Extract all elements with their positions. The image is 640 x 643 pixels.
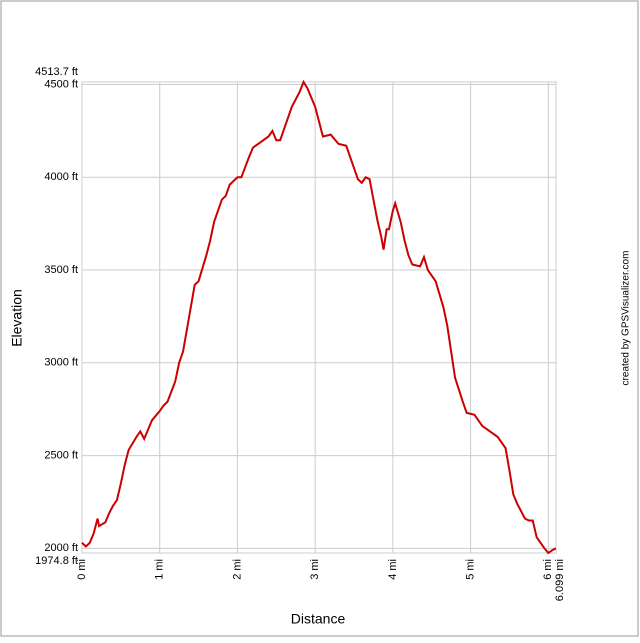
y-tick-label: 2500 ft	[44, 449, 78, 461]
x-tick-label: 0 mi	[76, 559, 88, 580]
y-tick-label: 2000 ft	[44, 542, 78, 554]
y-tick-label: 4513.7 ft	[35, 66, 78, 78]
y-tick-label: 3500 ft	[44, 264, 78, 276]
x-axis-label: Distance	[291, 611, 346, 627]
y-tick-label: 4000 ft	[44, 171, 78, 183]
x-tick-label: 2 mi	[231, 559, 243, 580]
x-tick-label: 6.099 mi	[554, 559, 566, 601]
y-axis-label: Elevation	[9, 289, 25, 347]
x-tick-label: 1 mi	[154, 559, 166, 580]
credit: created by GPSVisualizer.com	[621, 251, 632, 386]
elevation-line	[81, 79, 557, 555]
x-tick-label: 5 mi	[464, 559, 476, 580]
y-tick-label: 1974.8 ft	[35, 555, 78, 567]
y-tick-label: 4500 ft	[44, 78, 78, 90]
y-tick-label: 3000 ft	[44, 357, 78, 369]
x-tick-label: 3 mi	[309, 559, 321, 580]
x-tick-label: 4 mi	[387, 559, 399, 580]
x-tick-label: 6 mi	[542, 559, 554, 580]
plot-area	[81, 81, 557, 554]
